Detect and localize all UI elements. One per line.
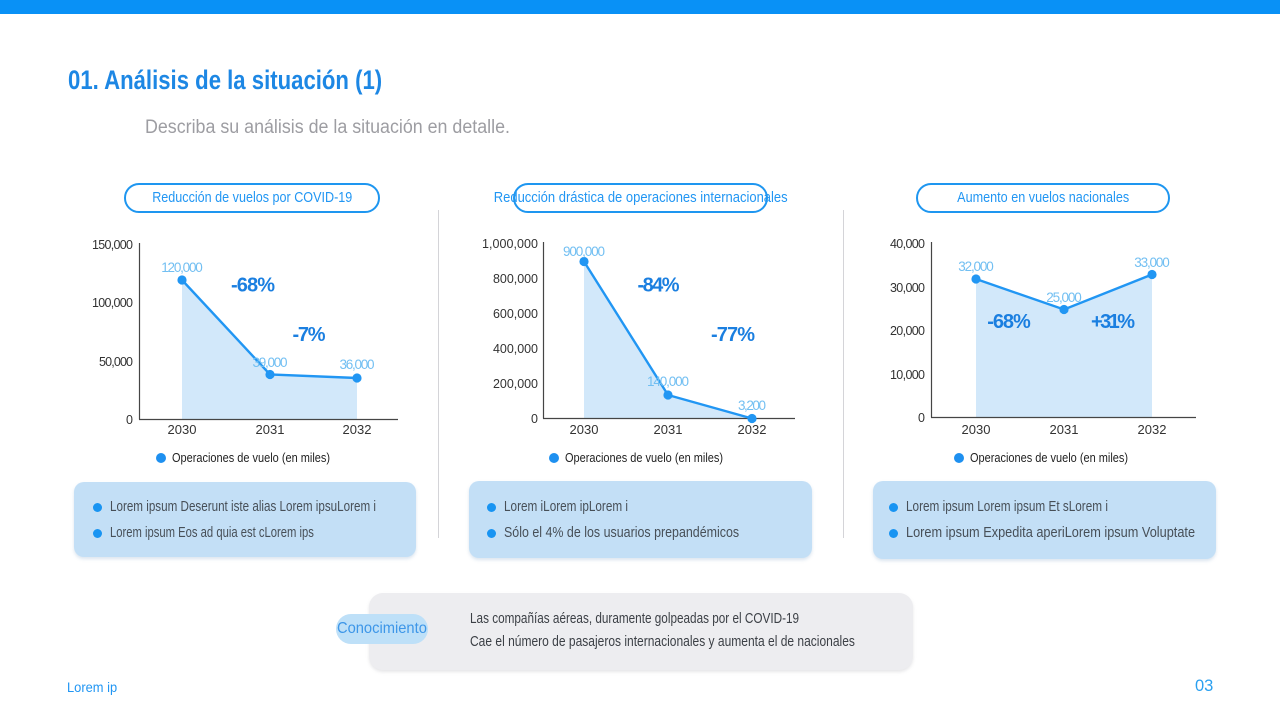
svg-text:32,000: 32,000	[958, 259, 994, 274]
svg-text:50,000: 50,000	[99, 355, 133, 369]
svg-text:33,000: 33,000	[1134, 255, 1170, 270]
svg-text:10,000: 10,000	[890, 368, 925, 382]
svg-text:100,000: 100,000	[92, 296, 133, 310]
svg-text:Operaciones de vuelo (en miles: Operaciones de vuelo (en miles)	[172, 451, 330, 465]
svg-text:0: 0	[918, 411, 925, 425]
svg-text:2030: 2030	[570, 422, 599, 437]
svg-text:2032: 2032	[343, 422, 372, 437]
svg-text:Operaciones de vuelo (en miles: Operaciones de vuelo (en miles)	[970, 451, 1128, 465]
svg-text:140,000: 140,000	[647, 374, 689, 389]
svg-text:0: 0	[126, 413, 133, 427]
svg-text:0: 0	[531, 412, 538, 426]
svg-text:2031: 2031	[654, 422, 683, 437]
svg-text:Operaciones de vuelo (en miles: Operaciones de vuelo (en miles)	[565, 451, 723, 465]
svg-text:2031: 2031	[1050, 422, 1079, 437]
svg-text:39,000: 39,000	[253, 355, 288, 370]
svg-text:-7%: -7%	[293, 324, 326, 346]
svg-text:120,000: 120,000	[161, 260, 203, 275]
svg-text:3,200: 3,200	[738, 398, 766, 413]
svg-text:20,000: 20,000	[890, 324, 925, 338]
svg-text:600,000: 600,000	[493, 307, 538, 321]
svg-text:40,000: 40,000	[890, 237, 925, 251]
svg-text:400,000: 400,000	[493, 342, 538, 356]
svg-text:1,000,000: 1,000,000	[482, 237, 538, 251]
svg-text:25,000: 25,000	[1046, 290, 1082, 305]
svg-text:2032: 2032	[1138, 422, 1167, 437]
svg-text:2030: 2030	[962, 422, 991, 437]
svg-text:2031: 2031	[256, 422, 285, 437]
svg-text:30,000: 30,000	[890, 281, 925, 295]
svg-text:200,000: 200,000	[493, 377, 538, 391]
svg-text:800,000: 800,000	[493, 272, 538, 286]
svg-text:2030: 2030	[168, 422, 197, 437]
svg-text:150,000: 150,000	[92, 238, 133, 252]
svg-text:-84%: -84%	[638, 275, 680, 297]
svg-text:2032: 2032	[738, 422, 767, 437]
svg-text:36,000: 36,000	[340, 357, 375, 372]
svg-text:900,000: 900,000	[563, 244, 605, 259]
svg-text:-77%: -77%	[711, 324, 755, 346]
svg-text:-68%: -68%	[231, 275, 275, 297]
svg-text:-68%: -68%	[987, 311, 1031, 333]
svg-text:+31%: +31%	[1091, 311, 1135, 333]
